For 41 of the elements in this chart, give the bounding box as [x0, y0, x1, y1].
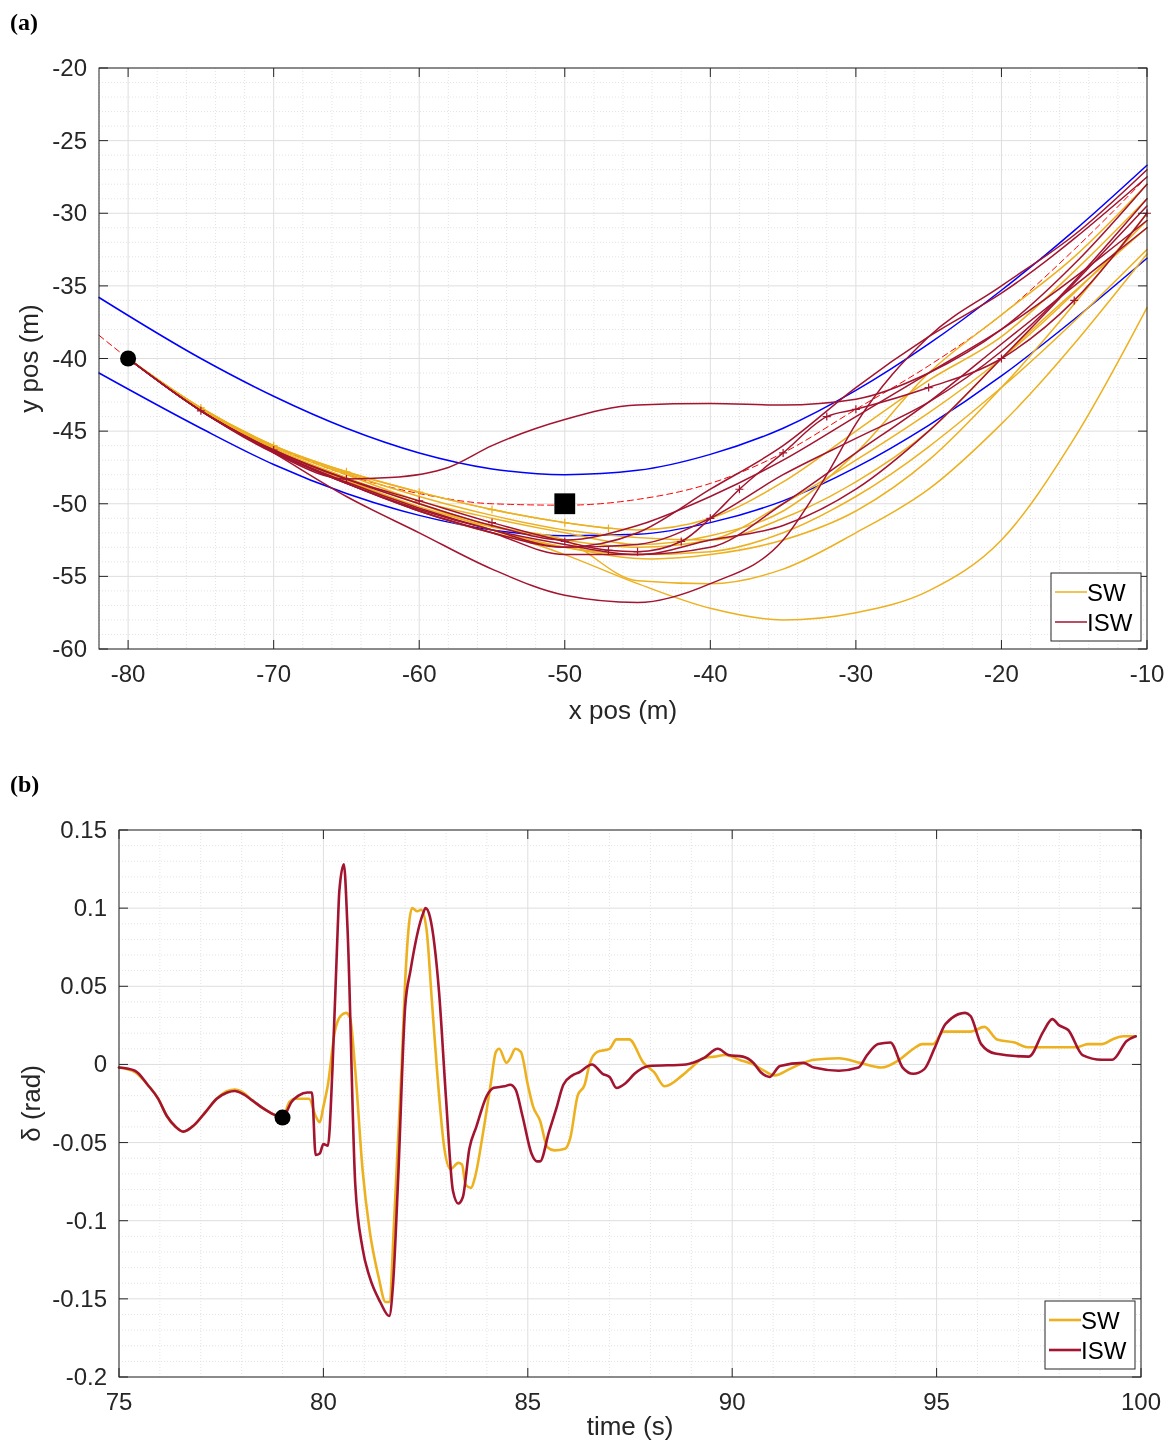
y-tick-label: -20 [52, 54, 87, 81]
x-tick-label: 90 [718, 1388, 746, 1415]
legend-label: ISW [1081, 1337, 1127, 1364]
x-tick-label: -80 [110, 660, 146, 687]
chart-title: (b) [10, 771, 40, 797]
y-tick-label: 0.05 [60, 972, 107, 1000]
y-tick-label: -50 [52, 489, 87, 517]
y-axis-title: δ (rad) [16, 1065, 46, 1142]
y-tick-label: -0.1 [65, 1206, 107, 1234]
x-tick-label: 95 [923, 1388, 950, 1415]
y-tick-label: -35 [52, 271, 87, 299]
legend-label: SW [1087, 579, 1127, 606]
y-tick-label: 0.1 [73, 894, 107, 922]
y-tick-label: 0.15 [60, 816, 107, 843]
x-tick-label: -30 [838, 660, 874, 687]
y-tick-label: -0.2 [65, 1363, 107, 1390]
y-tick-label: -55 [52, 562, 87, 590]
y-tick-label: 0 [93, 1050, 107, 1078]
y-tick-label: -60 [52, 635, 87, 662]
x-tick-label: -20 [984, 660, 1019, 687]
y-tick-label: -0.15 [52, 1284, 107, 1312]
y-tick-label: -0.05 [52, 1128, 107, 1156]
x-tick-label: -70 [256, 660, 292, 687]
x-axis-title: x pos (m) [568, 695, 678, 725]
x-tick-label: 100 [1120, 1388, 1162, 1415]
legend-label: ISW [1087, 609, 1133, 636]
y-axis-title: y pos (m) [14, 304, 44, 413]
y-tick-label: -40 [52, 344, 87, 372]
x-tick-label: 80 [310, 1388, 337, 1415]
x-tick-label: -60 [401, 660, 437, 687]
x-tick-label: -40 [692, 660, 728, 687]
x-tick-label: 75 [105, 1388, 133, 1415]
chart-title: (a) [10, 9, 38, 35]
y-tick-label: -30 [52, 199, 87, 227]
x-tick-label: -10 [1129, 660, 1165, 687]
legend-label: SW [1081, 1307, 1121, 1334]
y-tick-label: -45 [52, 417, 87, 445]
x-tick-label: -50 [547, 660, 583, 687]
y-tick-label: -25 [52, 126, 87, 154]
x-tick-label: 85 [514, 1388, 542, 1415]
x-axis-title: time (s) [586, 1411, 674, 1441]
